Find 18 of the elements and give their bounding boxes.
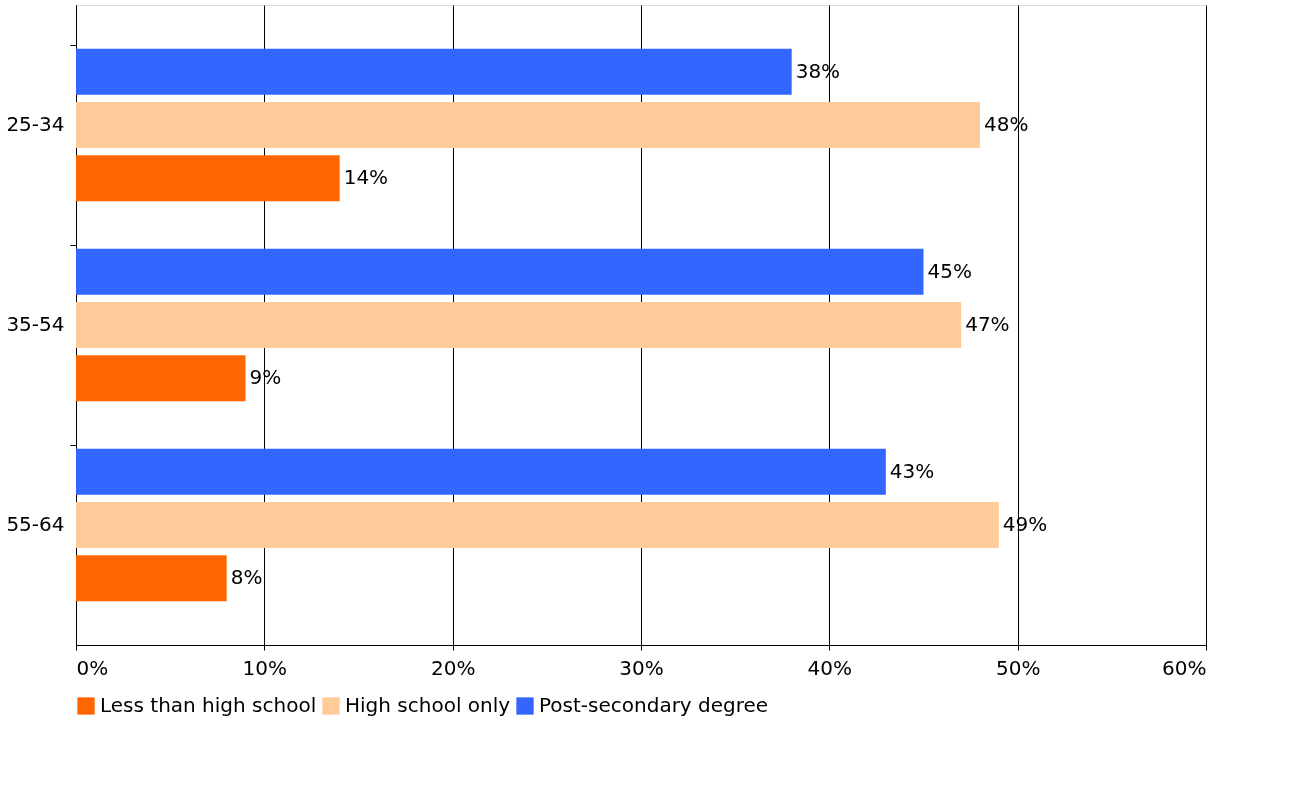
data-label: 43% — [889, 458, 935, 483]
x-tick-label: 0% — [76, 655, 109, 680]
legend-label: Less than high school — [100, 693, 317, 717]
x-tick-label: 30% — [619, 655, 664, 680]
x-tick-label: 10% — [242, 655, 288, 680]
x-tick-label: 50% — [995, 655, 1041, 680]
data-label: 45% — [927, 258, 972, 283]
x-tick-label: 60% — [1162, 655, 1207, 680]
data-label: 8% — [230, 565, 263, 590]
data-label: 47% — [965, 312, 1010, 336]
x-tick-label: 20% — [430, 655, 476, 680]
data-label: 14% — [343, 165, 389, 190]
y-tick-label: 35-54 — [6, 312, 65, 336]
legend-label: High school only — [345, 693, 511, 717]
y-tick-label: 55-64 — [6, 512, 65, 536]
y-tick-label: 25-34 — [6, 112, 65, 136]
legend-label: Post-secondary degree — [539, 693, 769, 717]
x-tick-label: 40% — [807, 655, 853, 680]
